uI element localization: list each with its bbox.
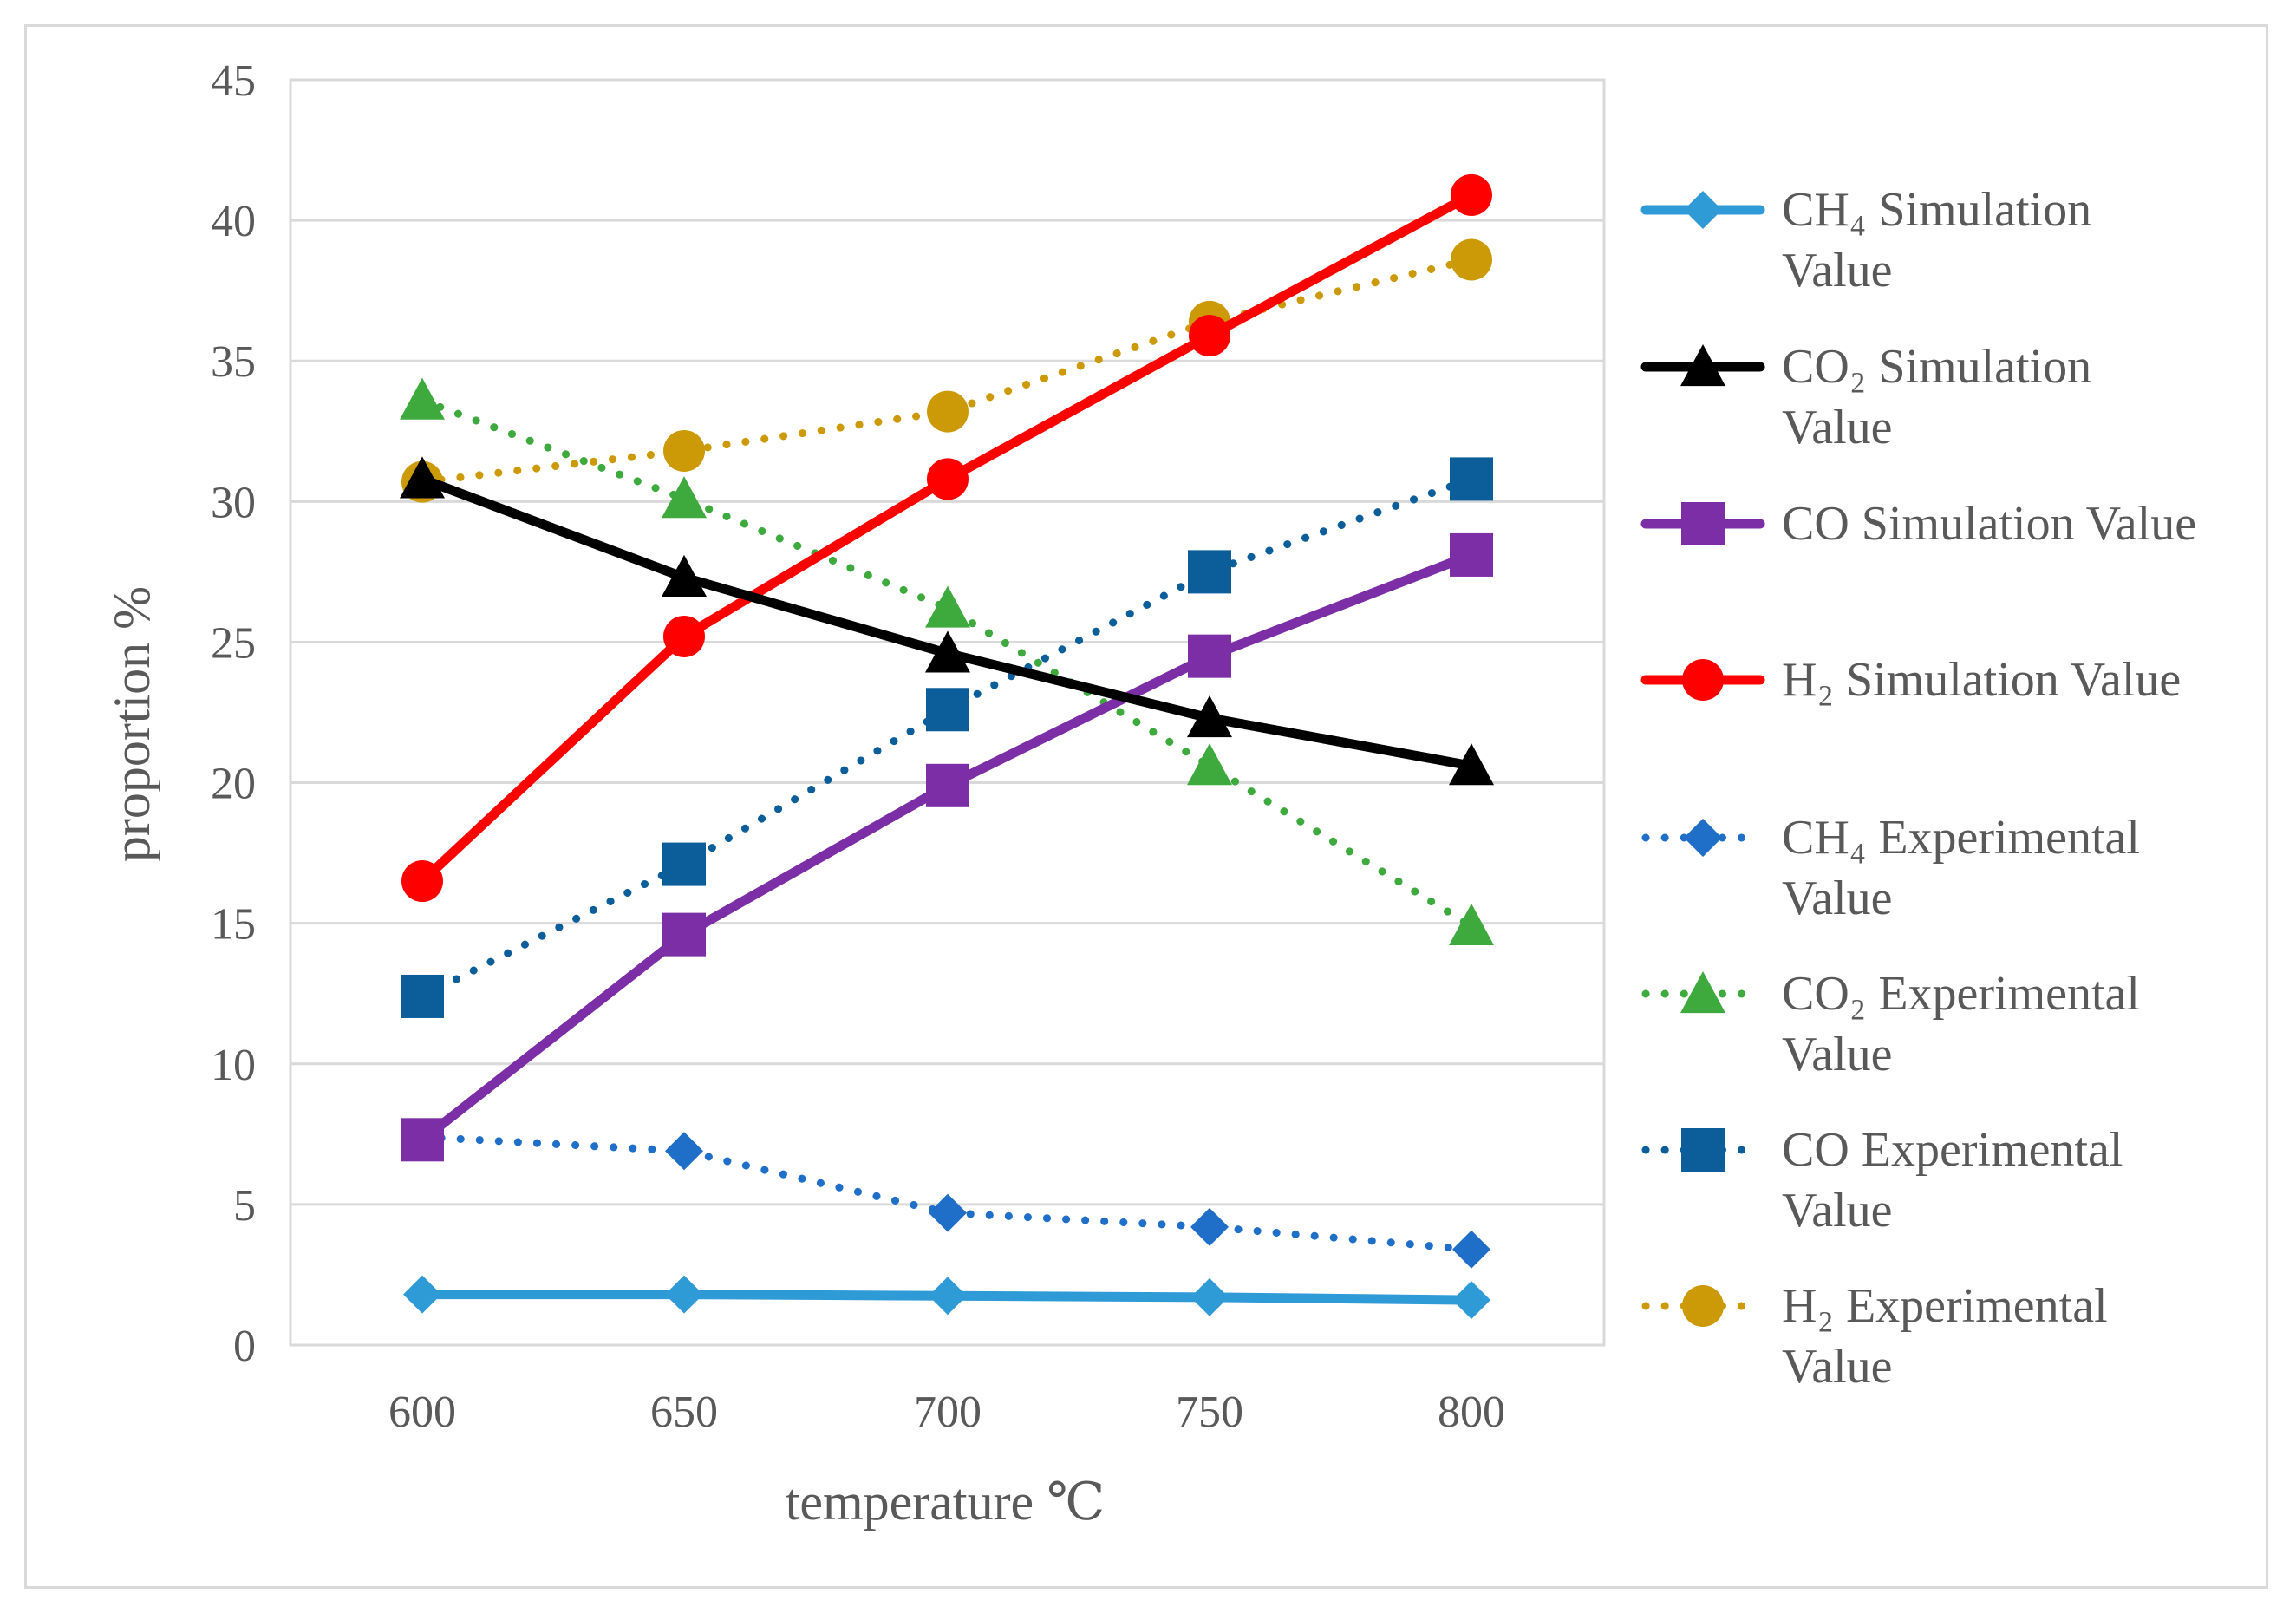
x-tick-label: 800 bbox=[1438, 1388, 1505, 1437]
triangle-marker bbox=[662, 554, 707, 597]
circle-marker bbox=[927, 458, 969, 500]
square-marker bbox=[401, 1118, 444, 1162]
triangle-marker bbox=[400, 377, 445, 420]
square-marker bbox=[926, 688, 969, 732]
diamond-marker bbox=[1190, 1277, 1229, 1316]
diamond-marker bbox=[929, 1193, 967, 1232]
triangle-marker bbox=[1187, 743, 1232, 786]
diamond-marker bbox=[1684, 191, 1722, 229]
legend-label: CO₂ Simulation bbox=[1782, 340, 2091, 394]
square-marker bbox=[1681, 502, 1725, 545]
series-h2-simulation-value bbox=[401, 173, 1492, 903]
diamond-marker bbox=[1190, 1207, 1229, 1246]
legend-label: Value bbox=[1782, 1028, 1893, 1081]
series-line bbox=[418, 256, 1476, 487]
square-marker bbox=[1188, 550, 1231, 594]
triangle-marker bbox=[1680, 344, 1725, 387]
circle-marker bbox=[663, 615, 705, 657]
legend-label: Value bbox=[1782, 872, 1893, 925]
diamond-marker bbox=[929, 1277, 967, 1316]
legend-item: H₂ Experimental Value bbox=[1641, 1279, 2108, 1394]
x-axis-title: temperature ℃ bbox=[786, 1473, 1106, 1531]
triangle-marker bbox=[662, 476, 707, 519]
triangle-marker bbox=[1449, 743, 1494, 786]
legend-label: Value bbox=[1782, 401, 1893, 454]
circle-marker bbox=[401, 860, 443, 903]
y-tick-label: 25 bbox=[211, 618, 256, 668]
y-tick-label: 45 bbox=[211, 56, 256, 106]
triangle-marker bbox=[925, 585, 970, 628]
y-tick-label: 10 bbox=[211, 1041, 256, 1090]
y-tick-label: 5 bbox=[233, 1181, 256, 1231]
legend-label: Value bbox=[1782, 1340, 1893, 1394]
series-co-simulation-value bbox=[401, 532, 1493, 1162]
y-tick-label: 15 bbox=[211, 900, 256, 950]
y-tick-label: 0 bbox=[233, 1322, 256, 1371]
series-line bbox=[418, 474, 1476, 1001]
series-co2-simulation-value bbox=[400, 456, 1494, 786]
y-tick-label: 40 bbox=[211, 197, 256, 246]
legend-label: CH₄ Simulation bbox=[1782, 183, 2091, 237]
diamond-marker bbox=[665, 1132, 703, 1171]
triangle-marker bbox=[925, 630, 970, 673]
series-ch4-simulation-value bbox=[403, 1275, 1490, 1320]
square-marker bbox=[662, 912, 706, 957]
series-layer bbox=[400, 173, 1494, 1320]
triangle-marker bbox=[1187, 695, 1232, 738]
diamond-marker bbox=[403, 1275, 441, 1314]
legend-label: CO Simulation Value bbox=[1782, 497, 2196, 551]
legend-item: CO₂ Simulation Value bbox=[1640, 340, 2091, 454]
y-tick-label: 20 bbox=[211, 760, 256, 809]
legend-label: CH₄ Experimental bbox=[1782, 811, 2140, 865]
circle-marker bbox=[663, 429, 705, 472]
legend-item: CO Experimental Value bbox=[1641, 1123, 2123, 1238]
circle-marker bbox=[1451, 173, 1492, 216]
legend-label: H₂ Simulation Value bbox=[1782, 653, 2181, 707]
legend-label: CO₂ Experimental bbox=[1782, 967, 2140, 1021]
square-marker bbox=[1681, 1128, 1725, 1172]
circle-marker bbox=[1189, 315, 1230, 357]
circle-marker bbox=[1682, 1285, 1724, 1327]
legend-label: CO Experimental bbox=[1782, 1123, 2123, 1177]
x-tick-label: 600 bbox=[388, 1388, 456, 1437]
legend-label: H₂ Experimental bbox=[1782, 1279, 2108, 1333]
y-axis-ticks: 0 5 10 15 20 25 30 35 40 45 bbox=[211, 56, 256, 1371]
circle-marker bbox=[1682, 659, 1724, 701]
diamond-marker bbox=[1452, 1230, 1490, 1269]
series-co-experimental-value bbox=[401, 457, 1493, 1018]
diamond-marker bbox=[665, 1275, 703, 1314]
x-tick-label: 700 bbox=[914, 1388, 982, 1437]
x-tick-label: 750 bbox=[1176, 1388, 1243, 1437]
legend-item: H₂ Simulation Value bbox=[1640, 653, 2181, 707]
circle-marker bbox=[1451, 238, 1492, 281]
triangle-marker bbox=[1449, 903, 1494, 946]
y-tick-label: 35 bbox=[211, 337, 256, 387]
legend-item: CH₄ Simulation Value bbox=[1640, 183, 2091, 297]
legend-item: CO₂ Experimental Value bbox=[1641, 967, 2140, 1081]
legend-label: Value bbox=[1782, 1184, 1893, 1238]
square-marker bbox=[1450, 532, 1493, 577]
x-tick-label: 650 bbox=[650, 1388, 718, 1437]
square-marker bbox=[926, 763, 969, 807]
square-marker bbox=[401, 974, 444, 1018]
circle-marker bbox=[927, 390, 969, 433]
diamond-marker bbox=[1684, 819, 1722, 857]
triangle-marker bbox=[400, 456, 445, 499]
square-marker bbox=[1450, 457, 1493, 501]
legend-item: CO Simulation Value bbox=[1640, 497, 2196, 551]
square-marker bbox=[662, 842, 706, 886]
triangle-marker bbox=[1680, 971, 1725, 1014]
series-co2-experimental-value bbox=[400, 377, 1494, 946]
y-axis-title: proportion % bbox=[103, 586, 160, 862]
x-axis-ticks: 600 650 700 750 800 bbox=[388, 1388, 1505, 1437]
legend-item: CH₄ Experimental Value bbox=[1641, 811, 2140, 925]
gridlines bbox=[290, 78, 1604, 1206]
diamond-marker bbox=[1452, 1281, 1490, 1320]
legend-label: Value bbox=[1782, 244, 1893, 297]
square-marker bbox=[1188, 634, 1231, 678]
y-tick-label: 30 bbox=[211, 478, 256, 527]
